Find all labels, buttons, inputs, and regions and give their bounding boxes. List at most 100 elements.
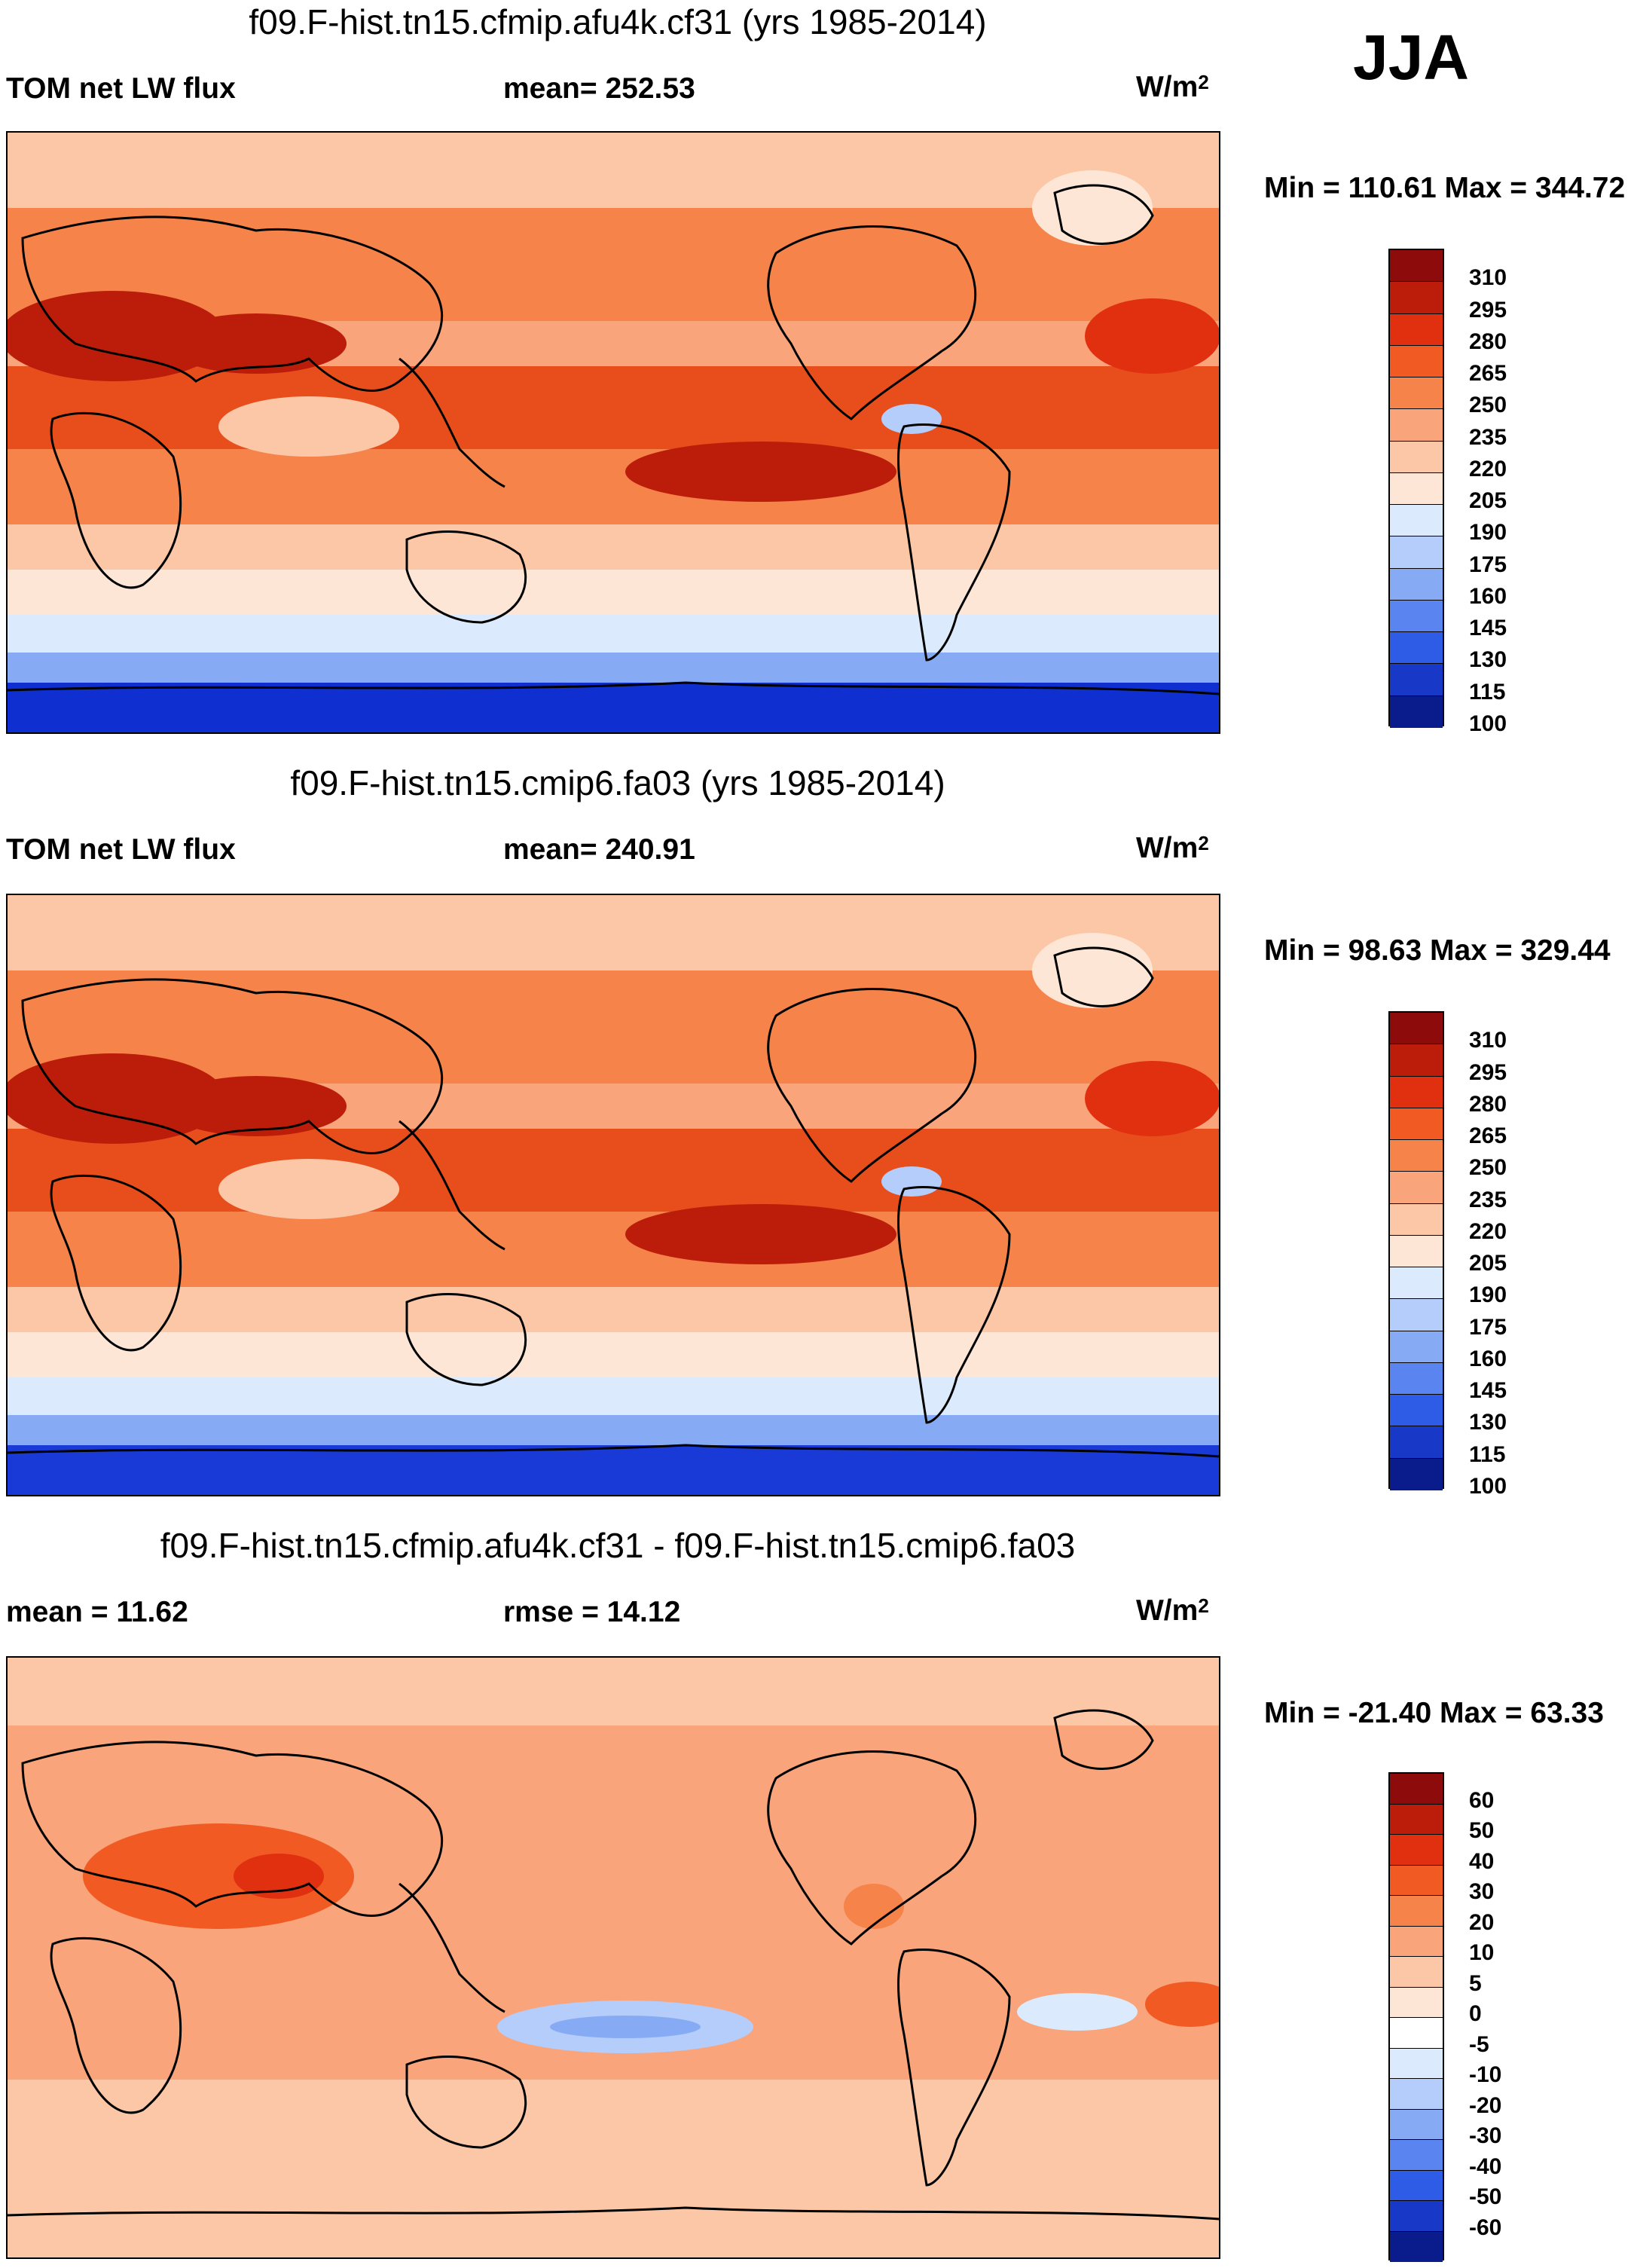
colorbar-tick-label: 175 xyxy=(1469,552,1507,577)
colorbar-tick-label: 30 xyxy=(1469,1879,1495,1904)
sahara-max xyxy=(8,1053,226,1144)
diff-atlantic-max xyxy=(1145,1982,1219,2027)
coastline xyxy=(399,1120,505,1251)
colorbar-segment xyxy=(1390,1926,1443,1957)
colorbar-segment xyxy=(1390,1044,1443,1077)
diff-coast-max xyxy=(844,1884,904,1929)
colorbar-segment xyxy=(1390,600,1443,633)
colorbar-segment xyxy=(1390,1804,1443,1835)
colorbar-tick-label: 20 xyxy=(1469,1909,1495,1935)
panel-1-mean: mean= 252.53 xyxy=(503,72,695,105)
colorbar-tick-label: 160 xyxy=(1469,1346,1507,1371)
band-sh-midlat xyxy=(8,570,1219,615)
panel-2-units: W/m2 xyxy=(1136,832,1209,864)
colorbar-segment xyxy=(1390,632,1443,665)
coastline xyxy=(399,357,505,488)
colorbar-tick-label: 250 xyxy=(1469,393,1507,418)
colorbar-tick-label: 220 xyxy=(1469,1218,1507,1244)
band-antarctic-edge xyxy=(8,653,1219,683)
colorbar-tick-label: 175 xyxy=(1469,1314,1507,1340)
colorbar-segment xyxy=(1390,409,1443,442)
coastline xyxy=(50,1174,182,1352)
colorbar-tick-label: 250 xyxy=(1469,1155,1507,1181)
panel-1-variable: TOM net LW flux xyxy=(6,72,236,105)
panel-1-colorbar xyxy=(1388,249,1444,728)
colorbar-segment xyxy=(1390,1458,1443,1490)
coastline xyxy=(21,978,444,1154)
coastline xyxy=(405,2056,527,2149)
diff-africa-max xyxy=(83,1823,354,1929)
panel-3-mean: mean = 11.62 xyxy=(6,1596,188,1628)
warm-pool-min xyxy=(218,1159,399,1219)
panel-3-title: f09.F-hist.tn15.cfmip.afu4k.cf31 - f09.F… xyxy=(160,1526,1076,1565)
colorbar-tick-label: 130 xyxy=(1469,1410,1507,1435)
band-southern-ocean xyxy=(8,615,1219,653)
colorbar-segment xyxy=(1390,568,1443,601)
colorbar-tick-label: 190 xyxy=(1469,520,1507,546)
colorbar-tick-label: 145 xyxy=(1469,616,1507,641)
colorbar-segment xyxy=(1390,1203,1443,1236)
coastline xyxy=(21,215,444,392)
colorbar-tick-label: 265 xyxy=(1469,1123,1507,1149)
coastline xyxy=(1053,1709,1154,1770)
panel-1-minmax: Min = 110.61 Max = 344.72 xyxy=(1264,172,1626,204)
panel-1-units: W/m2 xyxy=(1136,71,1209,103)
colorbar-tick-label: 295 xyxy=(1469,1059,1507,1085)
coastline xyxy=(8,2206,1219,2221)
pacific-max xyxy=(625,442,896,502)
coastline xyxy=(8,681,1219,695)
season-label: JJA xyxy=(1353,22,1470,93)
diff-antarctic xyxy=(8,2170,1219,2257)
colorbar-segment xyxy=(1390,2140,1443,2171)
colorbar-segment xyxy=(1390,1172,1443,1204)
diff-sh-mid xyxy=(8,2080,1219,2170)
itcz-min xyxy=(881,1166,942,1197)
colorbar-tick-label: 265 xyxy=(1469,361,1507,387)
colorbar-segment xyxy=(1390,1076,1443,1108)
band-sh-subtropics xyxy=(8,1212,1219,1287)
coastline xyxy=(897,423,1011,662)
colorbar-segment xyxy=(1390,2109,1443,2140)
colorbar-tick-label: -5 xyxy=(1469,2031,1489,2057)
atlantic-max xyxy=(1085,1061,1219,1136)
band-arctic xyxy=(8,895,1219,970)
colorbar-segment xyxy=(1390,1267,1443,1300)
band-nh-mid xyxy=(8,208,1219,321)
band-sh-mid xyxy=(8,524,1219,570)
colorbar-tick-label: 310 xyxy=(1469,1028,1507,1053)
colorbar-segment xyxy=(1390,2018,1443,2049)
colorbar-segment xyxy=(1390,345,1443,378)
colorbar-segment xyxy=(1390,441,1443,473)
colorbar-segment xyxy=(1390,1987,1443,2018)
diff-arctic xyxy=(8,1658,1219,1725)
panel-3-colorbar xyxy=(1388,1772,1444,2262)
colorbar-segment xyxy=(1390,2201,1443,2232)
colorbar-tick-label: 190 xyxy=(1469,1282,1507,1308)
colorbar-segment xyxy=(1390,1395,1443,1427)
panel-2-map xyxy=(6,894,1220,1496)
colorbar-segment xyxy=(1390,1331,1443,1363)
colorbar-segment xyxy=(1390,1896,1443,1927)
colorbar-tick-label: 280 xyxy=(1469,329,1507,354)
panel-3-minmax: Min = -21.40 Max = 63.33 xyxy=(1264,1697,1604,1729)
colorbar-segment xyxy=(1390,2231,1443,2262)
colorbar-segment xyxy=(1390,1013,1443,1045)
coastline xyxy=(50,1936,182,2114)
colorbar-tick-label: 220 xyxy=(1469,456,1507,481)
colorbar-tick-label: 130 xyxy=(1469,647,1507,673)
colorbar-segment xyxy=(1390,1140,1443,1172)
panel-2-minmax: Min = 98.63 Max = 329.44 xyxy=(1264,934,1611,967)
band-tropics xyxy=(8,1129,1219,1212)
colorbar-segment xyxy=(1390,1426,1443,1459)
colorbar-segment xyxy=(1390,664,1443,696)
colorbar-tick-label: 295 xyxy=(1469,297,1507,322)
colorbar-tick-label: 100 xyxy=(1469,711,1507,736)
coastline xyxy=(405,1293,527,1386)
coastline xyxy=(1053,184,1154,245)
colorbar-tick-label: -20 xyxy=(1469,2092,1502,2118)
colorbar-segment xyxy=(1390,2170,1443,2201)
band-antarctica xyxy=(8,1445,1219,1495)
colorbar-tick-label: 310 xyxy=(1469,265,1507,291)
colorbar-tick-label: 40 xyxy=(1469,1848,1495,1874)
coastline xyxy=(399,1882,505,2013)
